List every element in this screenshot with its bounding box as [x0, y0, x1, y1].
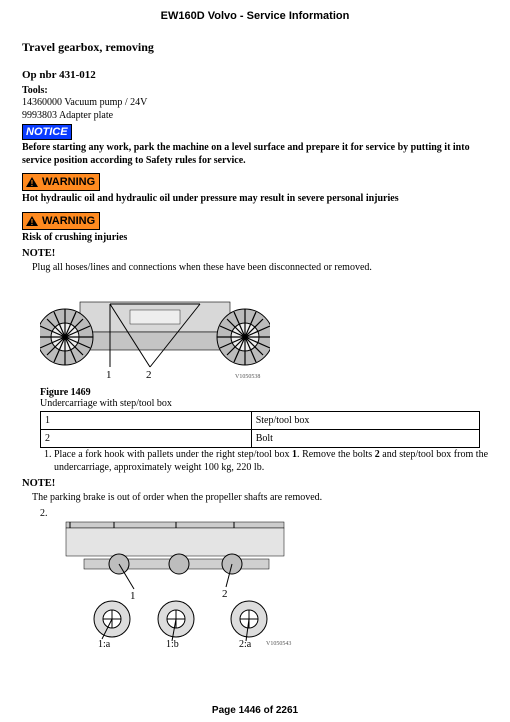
warning-label-1: WARNING — [42, 176, 95, 188]
callout: 1:a — [98, 639, 111, 647]
callout: 1 — [130, 590, 136, 602]
figure1-number: Figure 1469 — [40, 387, 488, 398]
note-text-2: The parking brake is out of order when t… — [32, 491, 488, 504]
procedure-list: Place a fork hook with pallets under the… — [40, 448, 488, 474]
warning-badge-1: ! WARNING — [22, 173, 100, 191]
warning-label-2: WARNING — [42, 215, 95, 227]
callout-2: 2 — [146, 369, 152, 381]
legend-key: 1 — [41, 412, 252, 430]
table-row: 2 Bolt — [41, 430, 480, 448]
figure1-ref: V1050538 — [235, 374, 260, 380]
note-text-1: Plug all hoses/lines and connections whe… — [32, 261, 488, 274]
page-footer: Page 1446 of 2261 — [0, 705, 510, 716]
svg-text:!: ! — [31, 218, 34, 227]
figure2-ref: V1050543 — [266, 641, 291, 647]
figure1-caption: Undercarriage with step/tool box — [40, 398, 488, 409]
figure-1: 1 2 V1050538 — [40, 282, 488, 385]
notice-badge: NOTICE — [22, 124, 72, 140]
tool-1: 14360000 Vacuum pump / 24V — [22, 96, 488, 109]
figure-2: 1 2 1:a 1:b 2:a V1050543 — [54, 519, 488, 650]
callout: 2:a — [239, 639, 252, 647]
tool-2: 9993803 Adapter plate — [22, 109, 488, 122]
warning-badge-2: ! WARNING — [22, 212, 100, 230]
svg-text:!: ! — [31, 179, 34, 188]
legend-key: 2 — [41, 430, 252, 448]
step-2-number: 2. — [40, 508, 488, 519]
legend-val: Step/tool box — [251, 412, 479, 430]
note-label-2: NOTE! — [22, 478, 488, 489]
warning-icon: ! — [25, 176, 39, 188]
note-label-1: NOTE! — [22, 248, 488, 259]
tools-label: Tools: — [22, 85, 488, 96]
warning-icon: ! — [25, 215, 39, 227]
warning-text-2: Risk of crushing injuries — [22, 232, 488, 245]
callout-1: 1 — [106, 369, 112, 381]
op-number: Op nbr 431-012 — [22, 69, 488, 81]
warning-text-1: Hot hydraulic oil and hydraulic oil unde… — [22, 193, 488, 206]
legend-val: Bolt — [251, 430, 479, 448]
table-row: 1 Step/tool box — [41, 412, 480, 430]
figure1-legend-table: 1 Step/tool box 2 Bolt — [40, 411, 480, 448]
page-header: EW160D Volvo - Service Information — [22, 10, 488, 22]
page-title: Travel gearbox, removing — [22, 40, 488, 55]
notice-text: Before starting any work, park the machi… — [22, 142, 488, 167]
callout: 1:b — [166, 639, 179, 647]
step-1: Place a fork hook with pallets under the… — [54, 448, 488, 474]
callout: 2 — [222, 588, 228, 600]
